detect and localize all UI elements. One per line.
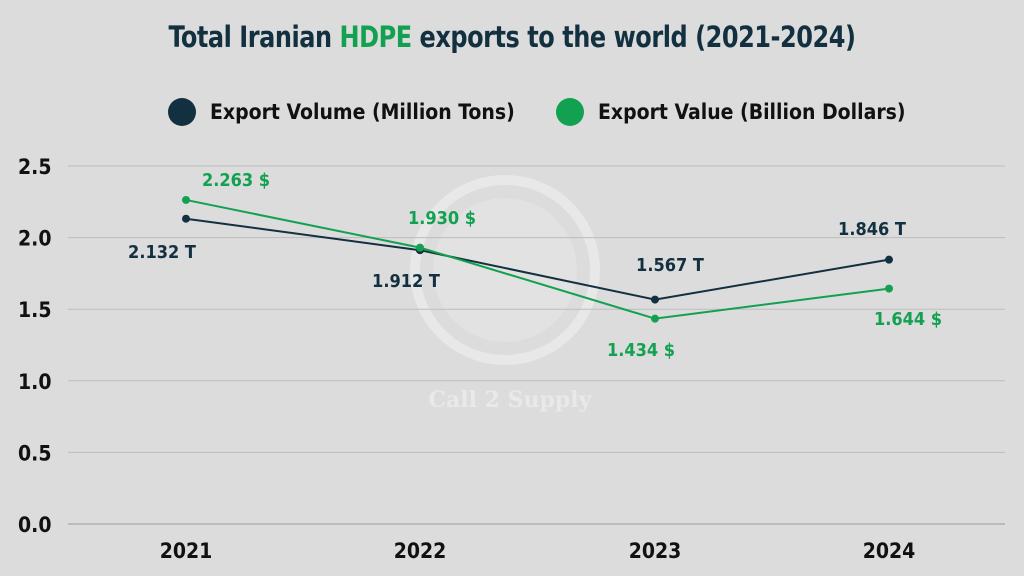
data-point: [885, 284, 893, 293]
data-label: 1.912 T: [372, 271, 440, 292]
series-line-0: [185, 217, 890, 301]
data-point: [182, 214, 190, 223]
y-tick-label: 2.5: [18, 155, 51, 179]
data-label: 2.263 $: [202, 170, 270, 191]
data-label: 1.930 $: [408, 208, 476, 229]
watermark-logo: Call 2 Supply: [410, 175, 600, 413]
data-label: 1.567 T: [636, 255, 704, 276]
data-label: 2.132 T: [128, 242, 196, 263]
x-tick-label: 2024: [863, 539, 916, 563]
legend-item-volume: Export Volume (Million Tons): [168, 98, 515, 126]
chart-title: Total Iranian HDPE exports to the world …: [168, 20, 856, 54]
legend-label-value: Export Value (Billion Dollars): [598, 100, 906, 124]
legend-marker-value: [556, 98, 584, 126]
data-label: 1.434 $: [607, 340, 675, 361]
x-tick-label: 2022: [394, 539, 447, 563]
data-point: [416, 243, 424, 252]
x-tick-label: 2023: [629, 539, 682, 563]
series-line-1: [185, 198, 890, 320]
y-tick-label: 1.0: [18, 370, 51, 394]
data-point: [651, 295, 659, 304]
y-tick-label: 2.0: [18, 227, 51, 251]
data-point: [651, 314, 659, 323]
y-tick-label: 0.5: [18, 441, 51, 465]
y-tick-label: 1.5: [18, 298, 51, 322]
legend-item-value: Export Value (Billion Dollars): [556, 98, 906, 126]
data-label: 1.846 T: [838, 219, 906, 240]
legend-label-volume: Export Volume (Million Tons): [210, 100, 515, 124]
data-point: [182, 195, 190, 204]
data-label: 1.644 $: [874, 309, 942, 330]
data-point: [885, 255, 893, 264]
y-tick-label: 0.0: [18, 513, 51, 537]
svg-text:Call 2 Supply: Call 2 Supply: [429, 387, 593, 413]
x-tick-label: 2021: [160, 539, 213, 563]
legend-marker-volume: [168, 98, 196, 126]
